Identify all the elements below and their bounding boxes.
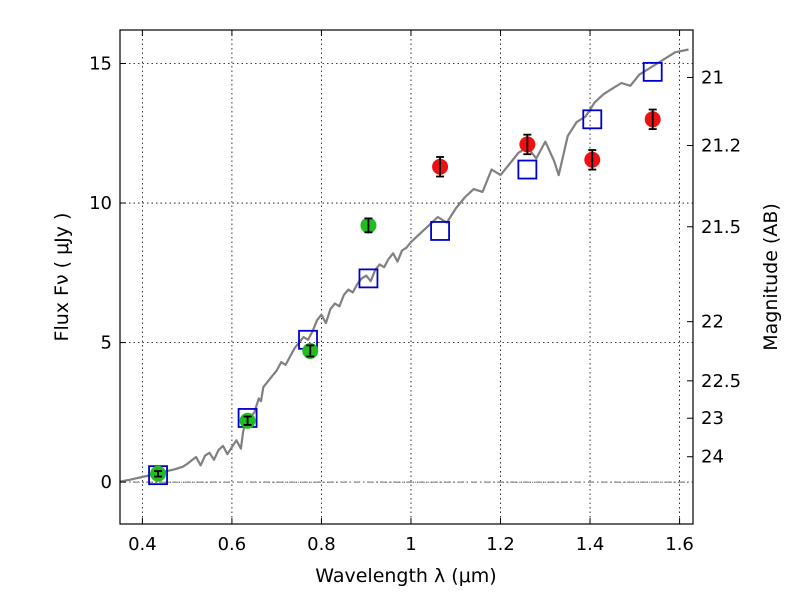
x-tick-label: 1 xyxy=(405,534,416,555)
model-point xyxy=(358,268,379,289)
y-tick-label: 5 xyxy=(101,333,112,354)
y2-tick-label: 23 xyxy=(701,408,724,429)
model-point xyxy=(642,61,663,82)
model-point xyxy=(582,109,603,130)
y2-tick-label: 24 xyxy=(701,447,724,468)
model-point xyxy=(430,221,450,241)
model-spectrum-line xyxy=(119,48,689,483)
grid-layer xyxy=(120,30,693,524)
line-layer xyxy=(119,48,689,483)
y2-axis-label: Magnitude (AB) xyxy=(760,203,782,351)
x-tick-label: 0.8 xyxy=(307,534,336,555)
tick-layer: 0.4 0.6 0.8 1 1.2 1.4 1.6 0 5 10 15 21 21.2 21.5 22 22.… xyxy=(89,30,741,555)
y-tick-label: 10 xyxy=(89,193,112,214)
x-tick-label: 1.2 xyxy=(486,534,515,555)
model-point xyxy=(517,159,538,180)
marker-layer xyxy=(148,61,663,486)
y2-tick-label: 21 xyxy=(701,67,724,88)
y-axis-label: Flux Fν ( μJy ) xyxy=(51,213,73,342)
x-tick-label: 0.6 xyxy=(218,534,247,555)
y-tick-label: 0 xyxy=(101,472,112,493)
y2-tick-label: 22.5 xyxy=(701,371,741,392)
y2-tick-label: 21.2 xyxy=(701,136,741,157)
plot-frame xyxy=(119,29,694,525)
y2-tick-label: 22 xyxy=(701,312,724,333)
y-tick-label: 15 xyxy=(89,53,112,74)
x-tick-label: 0.4 xyxy=(128,534,157,555)
x-axis-label: Wavelength λ (μm) xyxy=(315,565,496,587)
x-tick-label: 1.6 xyxy=(665,534,694,555)
x-tick-label: 1.4 xyxy=(576,534,605,555)
y2-tick-label: 21.5 xyxy=(701,217,741,238)
